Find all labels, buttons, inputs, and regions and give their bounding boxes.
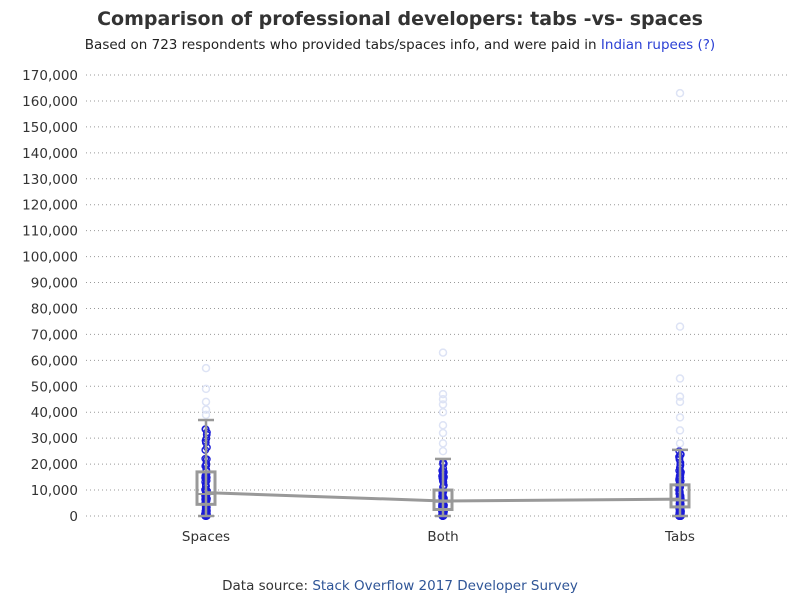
outlier-point xyxy=(201,397,211,407)
y-tick-label: 140,000 xyxy=(22,146,78,162)
y-tick-label: 0 xyxy=(69,509,78,525)
subtitle-link[interactable]: Indian rupees (?) xyxy=(600,37,716,53)
outlier-point xyxy=(675,322,685,331)
mean-connector xyxy=(205,491,681,503)
data-points xyxy=(201,88,685,520)
y-tick-label: 170,000 xyxy=(22,68,78,84)
box-iqr xyxy=(669,483,691,509)
mean-line xyxy=(205,491,681,503)
outlier-point xyxy=(675,88,685,98)
chart-title: Comparison of professional developers: t… xyxy=(97,8,703,30)
y-tick-label: 130,000 xyxy=(22,172,78,188)
x-axis-ticks: Spaces Both Tabs xyxy=(182,529,695,545)
outlier-point xyxy=(201,405,211,414)
footer-link[interactable]: Stack Overflow 2017 Developer Survey xyxy=(312,578,578,594)
outlier-point xyxy=(201,384,211,394)
x-tick-label: Both xyxy=(427,529,458,545)
outlier-point xyxy=(675,439,685,448)
y-tick-label: 70,000 xyxy=(31,327,78,343)
boxes xyxy=(195,418,691,518)
outlier-point xyxy=(675,392,685,401)
outlier-point xyxy=(438,439,448,448)
y-tick-label: 90,000 xyxy=(31,276,78,292)
outlier-point xyxy=(438,400,448,409)
outlier-point xyxy=(438,420,448,430)
outlier-point xyxy=(438,428,448,438)
y-tick-label: 80,000 xyxy=(31,301,78,317)
x-tick-label: Spaces xyxy=(182,529,230,545)
outlier-point xyxy=(438,348,448,357)
x-tick-label: Tabs xyxy=(664,529,695,545)
y-tick-label: 30,000 xyxy=(31,431,78,447)
chart-subtitle: Based on 723 respondents who provided ta… xyxy=(0,37,800,53)
y-tick-label: 150,000 xyxy=(22,120,78,136)
outlier-point xyxy=(675,374,685,383)
y-tick-label: 40,000 xyxy=(31,405,78,421)
outlier-point xyxy=(675,397,685,407)
outlier-point xyxy=(438,389,448,399)
outlier-point xyxy=(438,395,448,404)
outlier-point xyxy=(675,413,685,422)
y-tick-label: 100,000 xyxy=(22,250,78,266)
y-tick-label: 20,000 xyxy=(31,457,78,473)
subtitle-text: Based on 723 respondents who provided ta… xyxy=(84,37,597,53)
box-iqr xyxy=(195,470,217,506)
y-tick-label: 50,000 xyxy=(31,379,78,395)
outlier-point xyxy=(438,446,448,456)
y-tick-label: 10,000 xyxy=(31,483,78,499)
outlier-point xyxy=(675,426,685,435)
y-tick-label: 110,000 xyxy=(22,224,78,240)
footer: Data source: Stack Overflow 2017 Develop… xyxy=(0,578,800,594)
y-tick-label: 60,000 xyxy=(31,353,78,369)
y-axis-ticks: 0 10,000 20,000 30,000 40,000 50,000 60,000 70,… xyxy=(22,68,78,525)
outlier-point xyxy=(201,410,211,420)
outlier-point xyxy=(438,407,448,417)
footer-prefix: Data source: xyxy=(222,578,309,594)
y-tick-label: 120,000 xyxy=(22,198,78,214)
y-tick-label: 160,000 xyxy=(22,94,78,110)
outlier-point xyxy=(201,363,211,373)
